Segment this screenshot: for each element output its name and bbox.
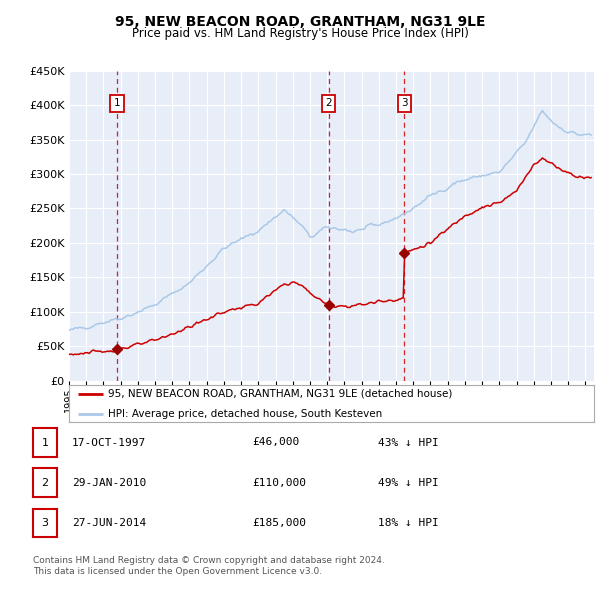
Text: 49% ↓ HPI: 49% ↓ HPI (378, 478, 439, 487)
Text: 18% ↓ HPI: 18% ↓ HPI (378, 518, 439, 527)
Text: 27-JUN-2014: 27-JUN-2014 (72, 518, 146, 527)
Text: 43% ↓ HPI: 43% ↓ HPI (378, 438, 439, 447)
Text: 29-JAN-2010: 29-JAN-2010 (72, 478, 146, 487)
Text: Contains HM Land Registry data © Crown copyright and database right 2024.: Contains HM Land Registry data © Crown c… (33, 556, 385, 565)
Text: 1: 1 (41, 438, 49, 447)
Text: HPI: Average price, detached house, South Kesteven: HPI: Average price, detached house, Sout… (109, 409, 383, 419)
Text: This data is licensed under the Open Government Licence v3.0.: This data is licensed under the Open Gov… (33, 566, 322, 576)
Text: Price paid vs. HM Land Registry's House Price Index (HPI): Price paid vs. HM Land Registry's House … (131, 27, 469, 40)
Text: £110,000: £110,000 (252, 478, 306, 487)
Text: £185,000: £185,000 (252, 518, 306, 527)
Text: 2: 2 (41, 478, 49, 487)
Text: 17-OCT-1997: 17-OCT-1997 (72, 438, 146, 447)
Text: 3: 3 (401, 99, 408, 109)
Text: 3: 3 (41, 518, 49, 527)
Text: 1: 1 (114, 99, 121, 109)
Text: 95, NEW BEACON ROAD, GRANTHAM, NG31 9LE: 95, NEW BEACON ROAD, GRANTHAM, NG31 9LE (115, 15, 485, 29)
Text: 2: 2 (325, 99, 332, 109)
Text: £46,000: £46,000 (252, 438, 299, 447)
Text: 95, NEW BEACON ROAD, GRANTHAM, NG31 9LE (detached house): 95, NEW BEACON ROAD, GRANTHAM, NG31 9LE … (109, 389, 453, 399)
